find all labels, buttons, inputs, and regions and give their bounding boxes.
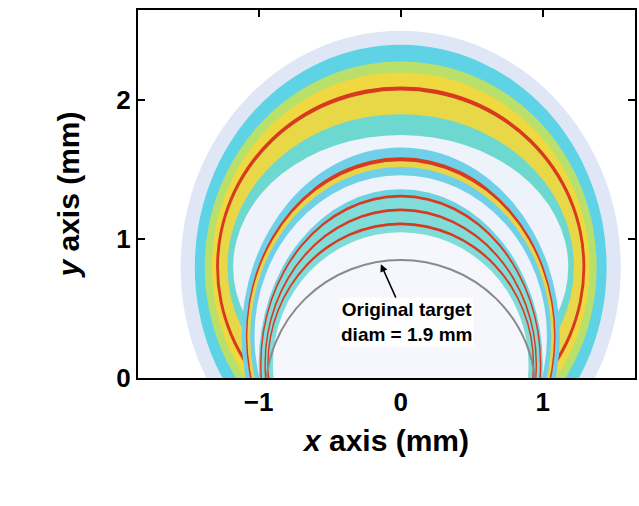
svg-text:x axis (mm): x axis (mm) bbox=[302, 424, 469, 457]
svg-text:y axis (mm): y axis (mm) bbox=[52, 111, 85, 278]
svg-text:1: 1 bbox=[535, 387, 549, 417]
svg-text:Original targetdiam = 1.9 mm: Original targetdiam = 1.9 mm bbox=[341, 299, 472, 345]
svg-text:2: 2 bbox=[116, 85, 130, 115]
svg-text:1: 1 bbox=[116, 224, 130, 254]
svg-text:−1: −1 bbox=[244, 387, 274, 417]
svg-text:0: 0 bbox=[116, 363, 130, 393]
svg-text:0: 0 bbox=[393, 387, 407, 417]
